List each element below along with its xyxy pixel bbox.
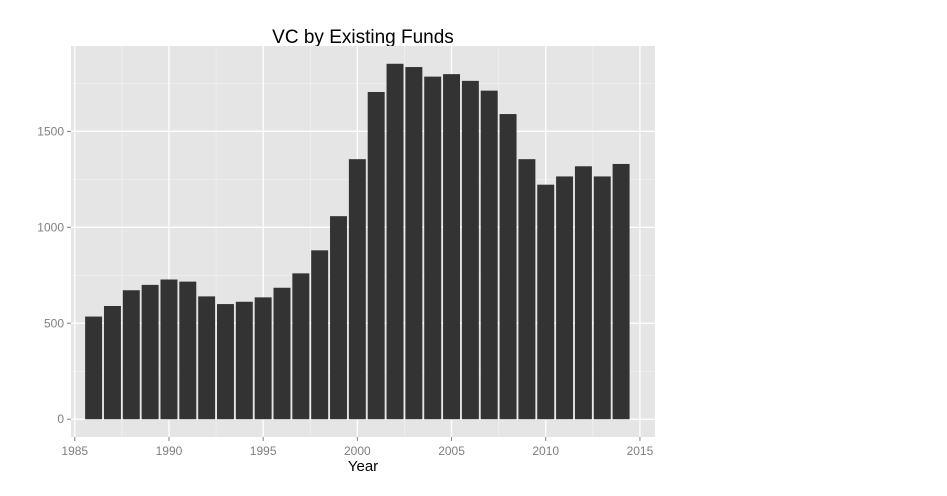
chart-title: VC by Existing Funds [272, 27, 454, 48]
y-tick-label: 1500 [37, 124, 64, 138]
bar-1997 [292, 273, 310, 420]
bar-2003 [405, 67, 423, 420]
bar-2007 [480, 90, 498, 420]
bar-1993 [217, 304, 234, 420]
bar-2012 [574, 166, 592, 420]
bar-2014 [612, 163, 630, 420]
bar-2010 [537, 184, 555, 420]
x-tick-label: 2010 [532, 444, 559, 458]
x-axis-title: Year [348, 458, 378, 475]
bar-2001 [367, 91, 385, 420]
bar-1992 [198, 296, 216, 420]
bar-2011 [556, 176, 574, 420]
bar-2008 [499, 114, 517, 420]
bar-1986 [85, 316, 103, 420]
bar-1994 [235, 301, 253, 420]
bar-1987 [103, 305, 121, 420]
bar-1995 [254, 297, 272, 420]
bars [85, 63, 630, 420]
x-tick-label: 1995 [250, 444, 277, 458]
bar-1999 [330, 216, 347, 420]
x-tick-label: 2015 [627, 444, 654, 458]
bar-2002 [386, 63, 404, 420]
bar-2006 [461, 80, 479, 420]
bar-2009 [518, 159, 536, 420]
bar-1989 [141, 284, 159, 420]
bar-1991 [179, 281, 197, 420]
x-tick-label: 1985 [61, 444, 88, 458]
bar-1990 [160, 279, 178, 420]
x-tick-label: 2000 [344, 444, 371, 458]
bar-1998 [311, 250, 329, 420]
y-axis: 0 500 1000 1500 [37, 124, 71, 426]
y-tick-label: 1000 [37, 220, 64, 234]
x-tick-label: 1990 [156, 444, 183, 458]
y-tick-label: 0 [57, 412, 64, 426]
bar-2005 [443, 74, 461, 420]
bar-2000 [348, 159, 366, 420]
x-tick-label: 2005 [438, 444, 465, 458]
bar-2013 [593, 176, 611, 420]
bar-1996 [273, 287, 291, 420]
x-axis: 1985 1990 1995 2000 2005 2010 2015 [61, 437, 654, 458]
bar-2004 [424, 76, 442, 420]
bar-1988 [122, 290, 140, 420]
y-tick-label: 500 [44, 316, 64, 330]
